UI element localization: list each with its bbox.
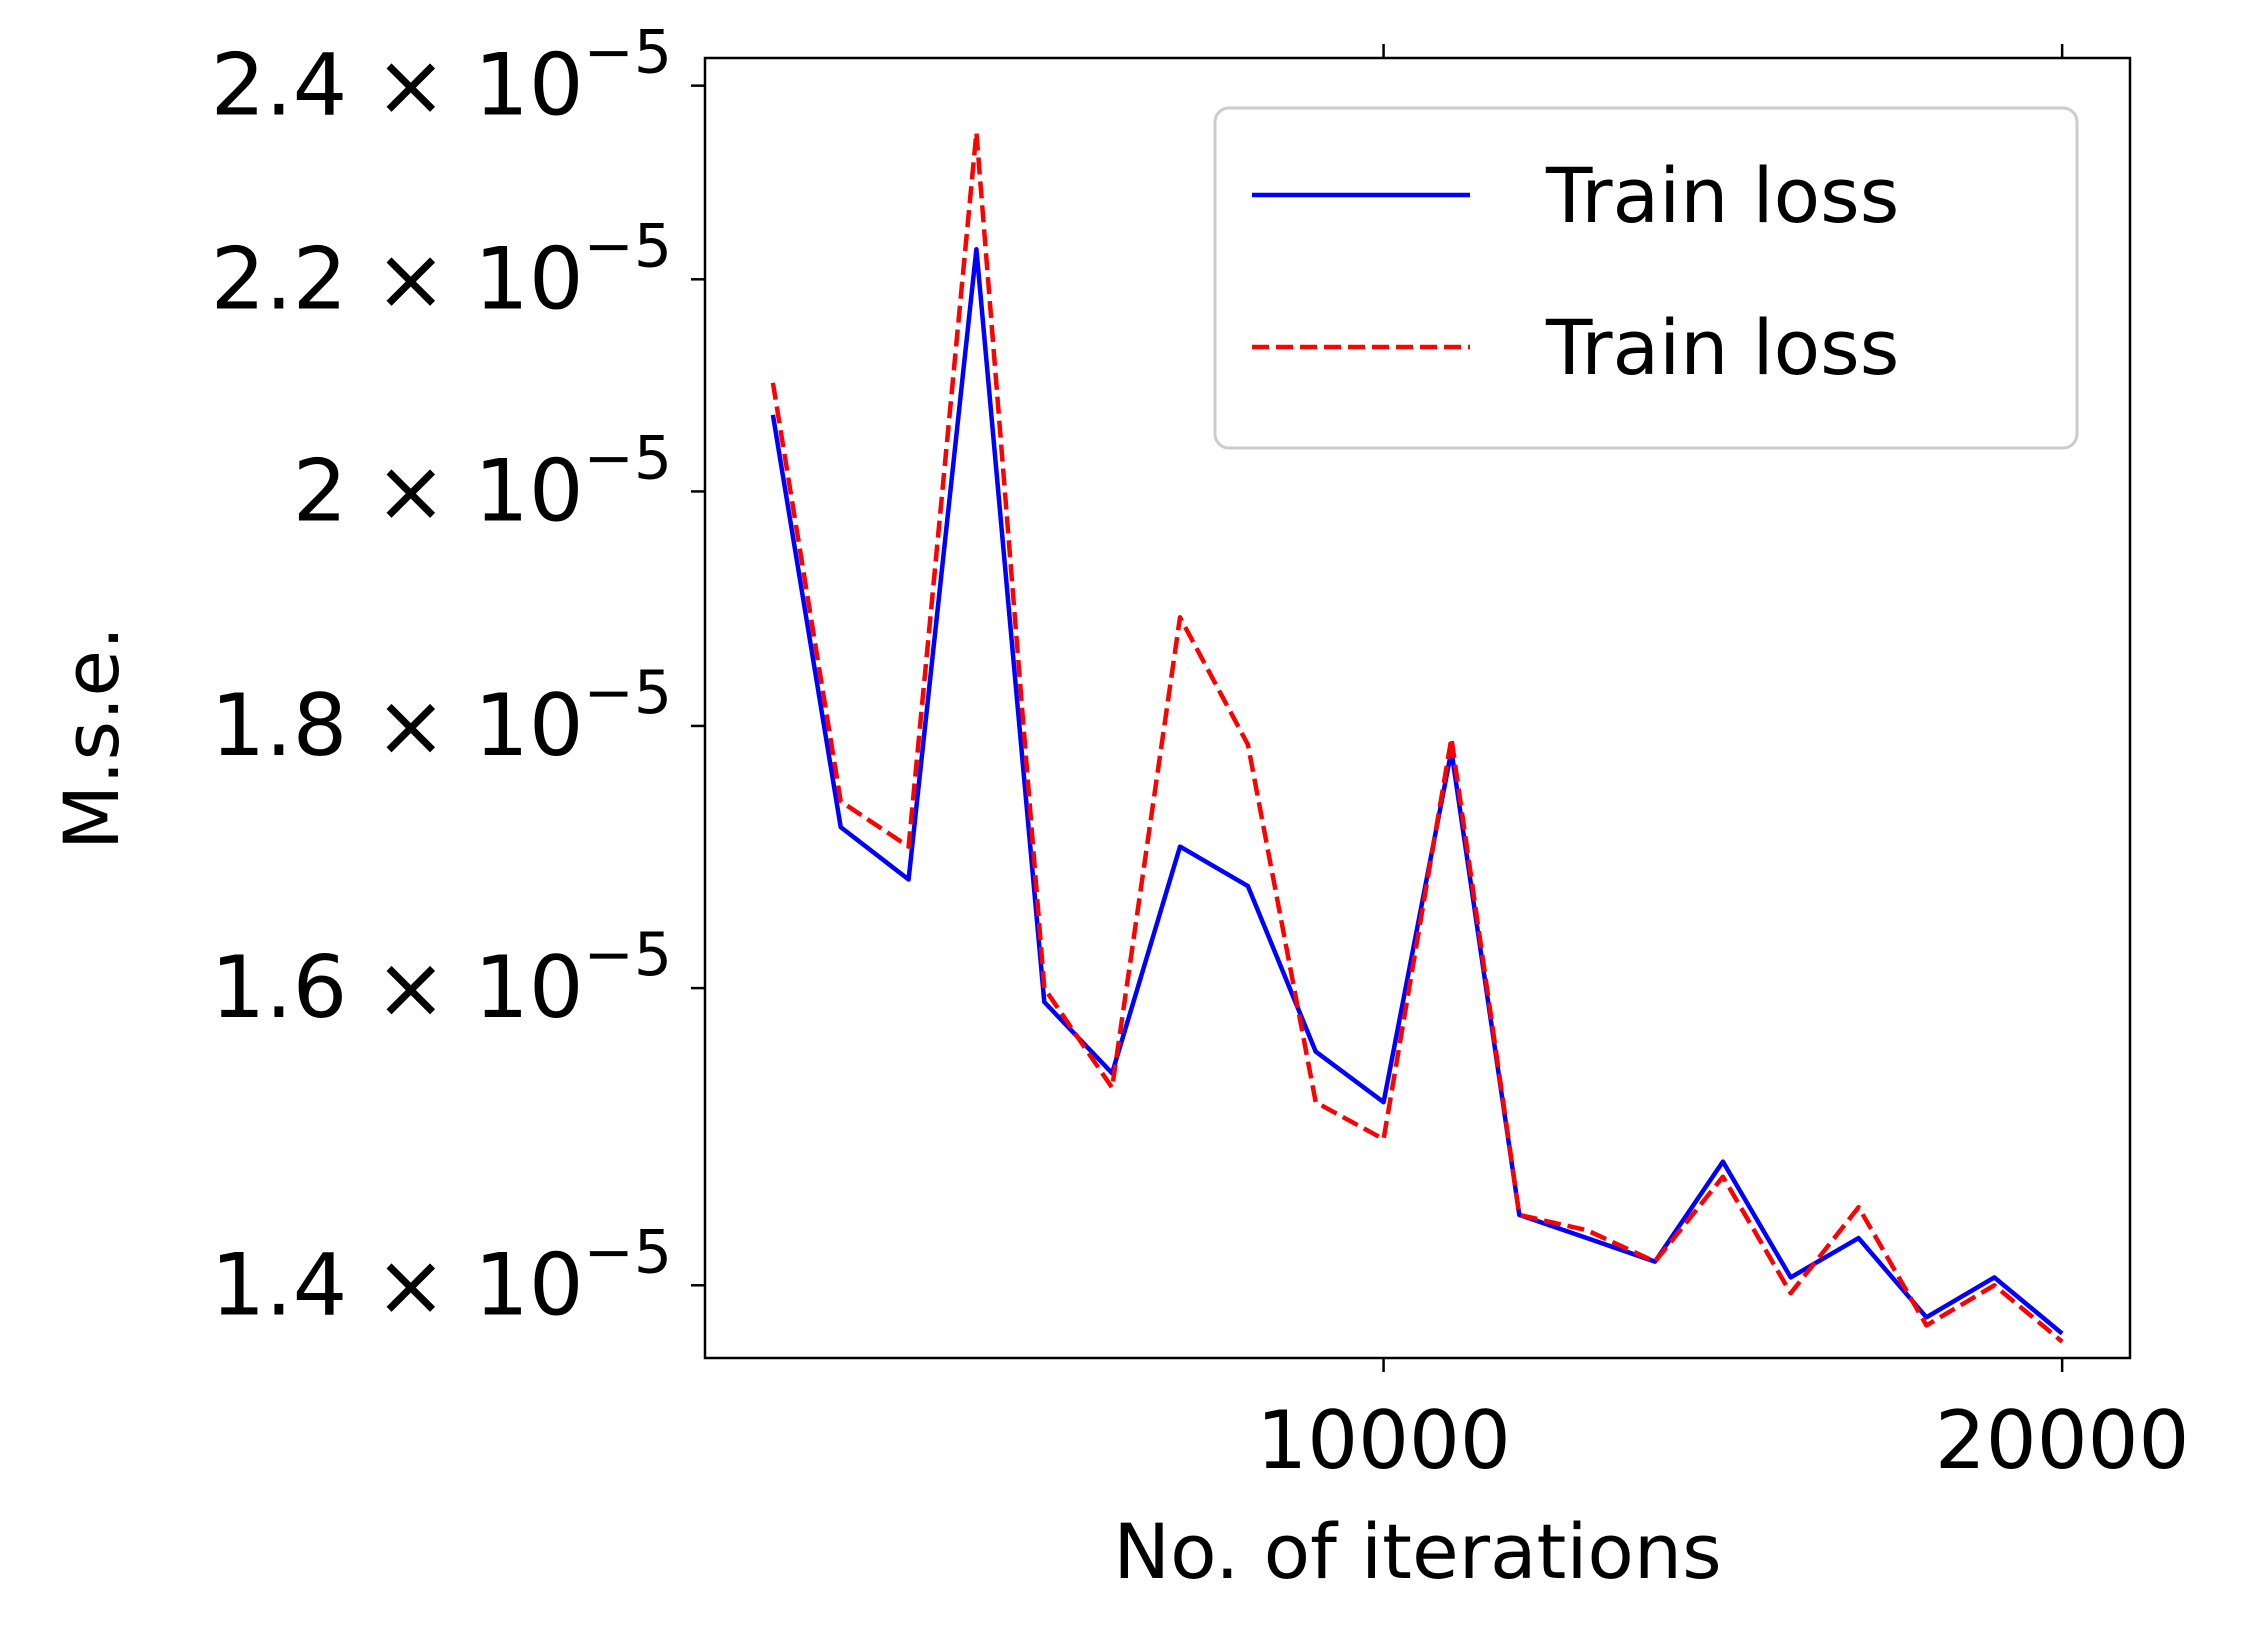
y-axis-label: M.s.e. <box>47 626 136 850</box>
y-tick-exponent: −5 <box>584 920 672 990</box>
y-tick-exponent: −5 <box>584 18 672 88</box>
y-tick-label-1: 1.6 × 10−5 <box>211 920 672 1038</box>
y-tick-label-3: 2 × 10−5 <box>293 423 672 541</box>
series-line-1 <box>770 130 2064 1344</box>
y-tick-exponent: −5 <box>584 423 672 493</box>
y-tick-mantissa: 2.4 <box>211 36 348 136</box>
y-tick-label-2: 1.8 × 10−5 <box>211 658 672 776</box>
legend: Train loss Train loss <box>1213 106 2079 450</box>
x-axis-label: No. of iterations <box>1113 1507 1721 1596</box>
y-tick-mantissa: 1.8 <box>211 676 348 776</box>
y-tick-exponent: −5 <box>584 1217 672 1287</box>
series-line-0 <box>770 246 2064 1336</box>
y-tick-base: 10 <box>474 938 583 1038</box>
y-tick-mantissa: 1.6 <box>211 938 348 1038</box>
x-tick-label-0: 10000 <box>1256 1394 1511 1487</box>
y-tick-label-0: 1.4 × 10−5 <box>211 1217 672 1335</box>
plot-area-frame <box>703 56 2132 1360</box>
y-tick-exponent: −5 <box>584 211 672 281</box>
y-tick-label-4: 2.2 × 10−5 <box>211 211 672 329</box>
series-layer <box>770 130 2064 1344</box>
y-tick-base: 10 <box>474 441 583 541</box>
y-tick-exponent: −5 <box>584 658 672 728</box>
y-tick-base: 10 <box>474 1235 583 1335</box>
y-tick-mantissa: 1.4 <box>211 1235 348 1335</box>
y-tick-mantissa: 2.2 <box>211 229 348 329</box>
x-tick-label-1: 20000 <box>1935 1394 2190 1487</box>
legend-label-train-loss-solid: Train loss <box>1545 151 1899 240</box>
y-tick-label-5: 2.4 × 10−5 <box>211 18 672 136</box>
y-tick-base: 10 <box>474 229 583 329</box>
y-tick-base: 10 <box>474 36 583 136</box>
axis-ticks: 10000 20000 1.4 × 10−5 1.6 × 10−5 1.8 × 10−5… <box>211 18 2190 1487</box>
y-tick-base: 10 <box>474 676 583 776</box>
legend-label-train-loss-dashed: Train loss <box>1545 303 1899 392</box>
y-tick-mantissa: 2 <box>293 441 348 541</box>
